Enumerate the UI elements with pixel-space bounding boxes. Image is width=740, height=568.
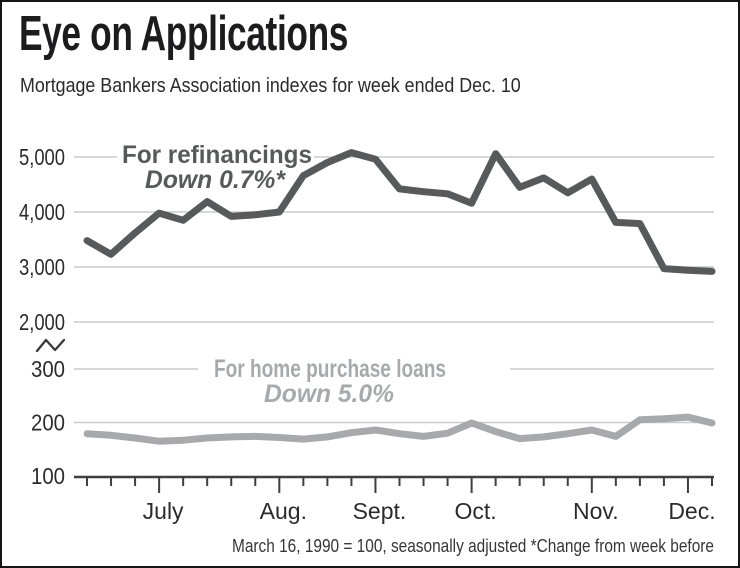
x-axis-month-label: Sept. — [353, 498, 407, 524]
x-axis-month-label: Aug. — [260, 498, 307, 524]
home-purchase-change-label: Down 5.0% — [264, 380, 394, 408]
x-axis-month-label: July — [143, 498, 184, 524]
label-gap — [117, 139, 314, 193]
y-axis-labels-layer: 5,000 4,000 3,000 2,000 300 200 100 — [19, 144, 65, 489]
x-axis-month-label: Nov. — [573, 498, 619, 524]
x-axis-layer — [74, 475, 714, 493]
y-axis-label: 100 — [31, 463, 65, 489]
x-axis-month-labels-layer: July Aug. Sept. Oct. Nov. Dec. — [143, 498, 716, 524]
home-purchase-line — [83, 413, 716, 445]
refinancings-change-label: Down 0.7%* — [145, 166, 286, 194]
y-axis-label: 300 — [31, 356, 65, 382]
label-gap — [198, 351, 510, 405]
y-axis-label: 4,000 — [19, 199, 65, 225]
home-purchase-series-label: For home purchase loans — [214, 355, 446, 383]
series-layer — [83, 149, 716, 445]
y-axis-label: 2,000 — [19, 309, 65, 335]
x-axis-month-label: Oct. — [455, 498, 497, 524]
source-note: March 16, 1990 = 100, seasonally adjuste… — [232, 535, 714, 556]
refinancings-series-label: For refinancings — [122, 141, 312, 169]
refinancings-line — [83, 149, 716, 275]
y-axis-label: 200 — [31, 410, 65, 436]
label-mask-layer — [117, 139, 510, 405]
axis-break-icon — [35, 338, 66, 353]
y-axis-label: 5,000 — [19, 144, 65, 170]
x-axis-month-label: Dec. — [668, 498, 715, 524]
page-title: Eye on Applications — [19, 7, 349, 61]
page-subtitle: Mortgage Bankers Association indexes for… — [20, 74, 521, 97]
y-axis-label: 3,000 — [19, 254, 65, 280]
